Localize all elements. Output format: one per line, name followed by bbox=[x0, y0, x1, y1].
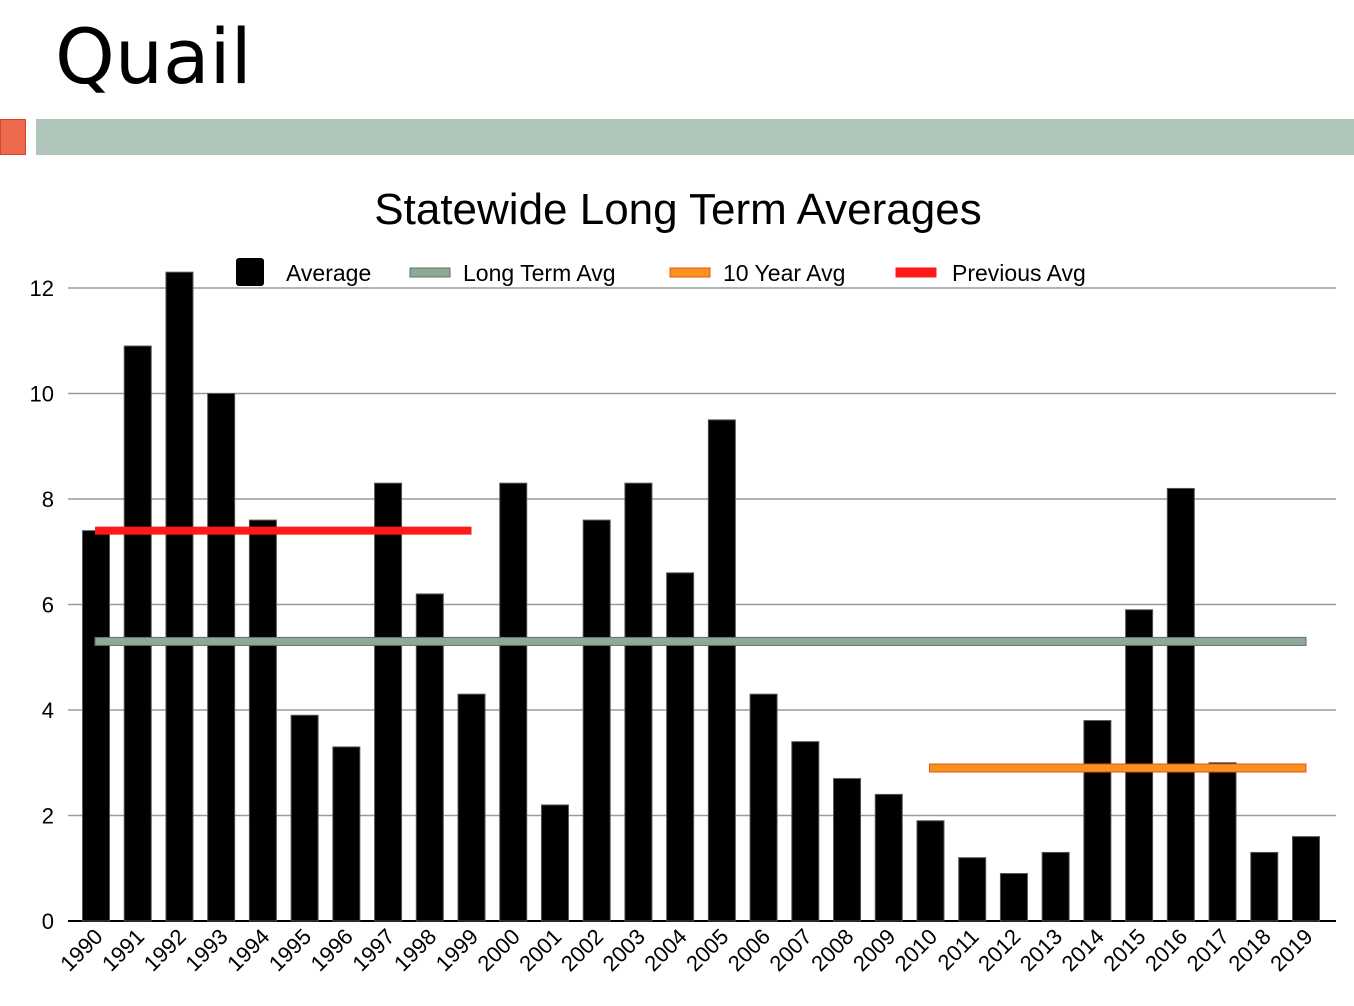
bar bbox=[165, 271, 194, 922]
bar bbox=[499, 482, 528, 922]
x-tick-label: 2018 bbox=[1224, 924, 1276, 976]
bar bbox=[123, 345, 152, 922]
legend-label: Previous Avg bbox=[952, 260, 1086, 286]
x-tick-label: 1996 bbox=[306, 924, 358, 976]
reference-line bbox=[928, 763, 1307, 773]
legend-swatch bbox=[895, 267, 937, 278]
y-tick-label: 10 bbox=[30, 382, 54, 407]
x-tick-label: 1990 bbox=[55, 924, 107, 976]
chart-title: Statewide Long Term Averages bbox=[374, 185, 981, 234]
bar bbox=[666, 572, 695, 922]
legend-swatch bbox=[669, 267, 711, 278]
bar bbox=[958, 857, 987, 922]
y-tick-label: 0 bbox=[42, 909, 54, 934]
bar bbox=[1083, 720, 1112, 922]
x-tick-label: 1991 bbox=[97, 924, 149, 976]
bar bbox=[582, 519, 611, 922]
x-tick-label: 1998 bbox=[389, 924, 441, 976]
bar bbox=[82, 530, 110, 922]
bar bbox=[332, 746, 361, 922]
x-tick-label: 2016 bbox=[1140, 924, 1192, 976]
bar bbox=[1250, 851, 1279, 922]
bar bbox=[916, 820, 945, 922]
bar bbox=[874, 793, 903, 922]
x-tick-label: 2011 bbox=[933, 924, 984, 975]
x-tick-label: 2017 bbox=[1182, 924, 1234, 976]
reference-line bbox=[94, 636, 1307, 646]
x-tick-label: 2013 bbox=[1015, 924, 1067, 976]
x-tick-label: 2019 bbox=[1265, 924, 1317, 976]
x-tick-label: 1994 bbox=[222, 924, 274, 976]
x-tick-label: 2002 bbox=[556, 924, 608, 976]
y-tick-label: 8 bbox=[42, 487, 54, 512]
x-tick-label: 2008 bbox=[806, 924, 858, 976]
x-tick-label: 2000 bbox=[472, 924, 524, 976]
bar bbox=[540, 804, 569, 922]
x-tick-label: 1993 bbox=[180, 924, 232, 976]
x-tick-label: 2012 bbox=[973, 924, 1025, 976]
bar bbox=[457, 693, 486, 922]
bar bbox=[833, 778, 862, 922]
x-tick-label: 2006 bbox=[723, 924, 775, 976]
bar bbox=[248, 519, 277, 922]
x-tick-label: 2003 bbox=[598, 924, 650, 976]
x-tick-label: 1999 bbox=[431, 924, 483, 976]
bar bbox=[1292, 836, 1320, 922]
bar bbox=[1041, 851, 1070, 922]
legend-label: Average bbox=[286, 260, 371, 286]
bar bbox=[207, 393, 236, 922]
y-tick-label: 2 bbox=[42, 804, 54, 829]
legend-label: 10 Year Avg bbox=[723, 260, 845, 286]
accent-bar bbox=[36, 119, 1354, 155]
bar bbox=[1166, 487, 1195, 922]
x-tick-label: 2014 bbox=[1057, 924, 1109, 976]
x-tick-label: 1997 bbox=[347, 924, 399, 976]
legend-swatch bbox=[409, 267, 451, 278]
x-tick-label: 2001 bbox=[514, 924, 566, 976]
slide-title: Quail bbox=[55, 12, 252, 101]
y-tick-label: 12 bbox=[30, 276, 54, 301]
bar bbox=[415, 593, 444, 922]
bar bbox=[999, 873, 1028, 922]
x-tick-label: 1995 bbox=[264, 924, 316, 976]
x-tick-label: 2015 bbox=[1098, 924, 1150, 976]
y-tick-label: 6 bbox=[42, 593, 54, 618]
bar bbox=[749, 693, 778, 922]
x-tick-label: 2007 bbox=[765, 924, 817, 976]
x-tick-label: 2005 bbox=[681, 924, 733, 976]
bar bbox=[1208, 762, 1237, 922]
y-tick-label: 4 bbox=[42, 698, 54, 723]
bar bbox=[791, 741, 820, 922]
x-tick-label: 2009 bbox=[848, 924, 900, 976]
bar bbox=[374, 482, 403, 922]
legend-swatch-average bbox=[236, 258, 264, 286]
bar bbox=[707, 419, 736, 922]
legend-label: Long Term Avg bbox=[463, 260, 616, 286]
x-tick-label: 2004 bbox=[639, 924, 691, 976]
x-tick-label: 2010 bbox=[890, 924, 942, 976]
bar bbox=[290, 714, 319, 922]
bar bbox=[624, 482, 653, 922]
accent-square bbox=[0, 119, 26, 155]
x-tick-label: 1992 bbox=[139, 924, 191, 976]
reference-line bbox=[95, 526, 472, 535]
